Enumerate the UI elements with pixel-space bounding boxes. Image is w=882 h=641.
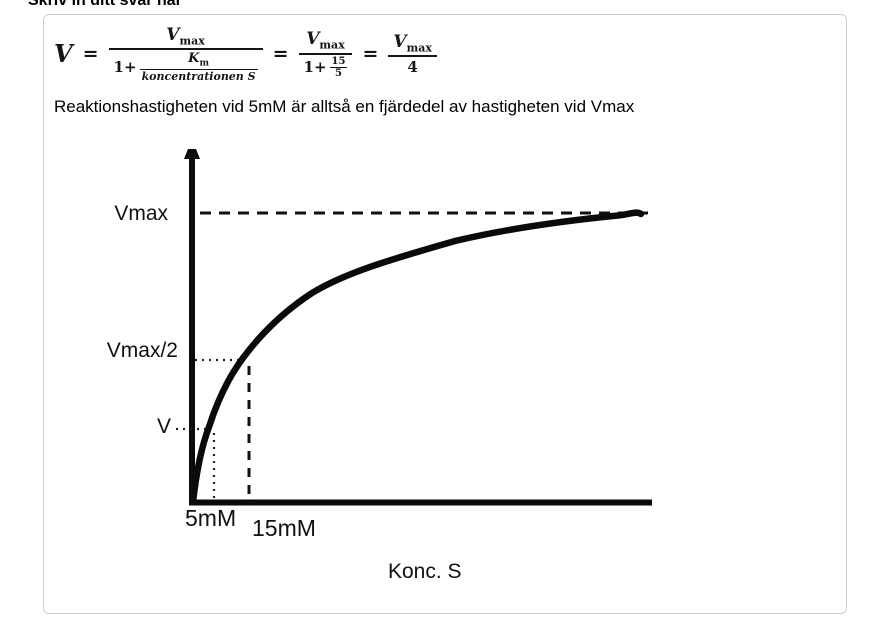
equals-sign: = <box>272 42 289 65</box>
vmax-subscript: max <box>319 38 345 52</box>
denominator-row: 1+ 15 5 <box>304 56 348 79</box>
formula-lhs: V <box>54 39 73 69</box>
equals-sign: = <box>82 42 99 65</box>
vmax-base: V <box>393 31 407 52</box>
vmax-subscript: max <box>406 41 432 55</box>
fraction-denominator: 1+ Km koncentrationen S <box>108 48 263 83</box>
km-subscript: m <box>199 58 209 69</box>
fraction-numerator: Vmax <box>388 32 437 55</box>
km-base: K <box>188 51 200 67</box>
fraction-15-over-5: 15 5 <box>329 55 348 79</box>
vmax-base: V <box>306 29 320 50</box>
fraction-general: Vmax 1+ Km koncentrationen S <box>108 25 263 83</box>
fraction-numerator: Vmax <box>299 29 353 52</box>
fraction-numeric: Vmax 1+ 15 5 <box>298 29 353 79</box>
denominator-row: 1+ Km koncentrationen S <box>114 51 258 83</box>
fraction-numerator: Vmax <box>109 25 263 48</box>
formula-michaelis-menten: V = Vmax 1+ Km koncentrationen S = Vmax … <box>54 25 437 83</box>
fraction-result: Vmax 4 <box>388 32 437 76</box>
one-plus: 1+ <box>303 58 327 77</box>
km-numerator: Km <box>140 51 258 69</box>
equals-sign: = <box>362 42 379 65</box>
fraction-km-over-s: Km koncentrationen S <box>139 51 258 83</box>
ratio-denominator: 5 <box>329 66 348 79</box>
result-denominator: 4 <box>388 55 437 76</box>
one-plus: 1+ <box>113 58 137 77</box>
ratio-numerator: 15 <box>331 55 346 67</box>
explanation-text: Reaktionshastigheten vid 5mM är alltså e… <box>54 97 635 116</box>
concentration-denominator: koncentrationen S <box>139 68 258 83</box>
vmax-subscript: max <box>179 34 205 48</box>
fraction-denominator: 1+ 15 5 <box>298 52 353 79</box>
vmax-base: V <box>166 25 180 45</box>
answer-prompt-label: Skriv in ditt svar här <box>28 0 182 9</box>
